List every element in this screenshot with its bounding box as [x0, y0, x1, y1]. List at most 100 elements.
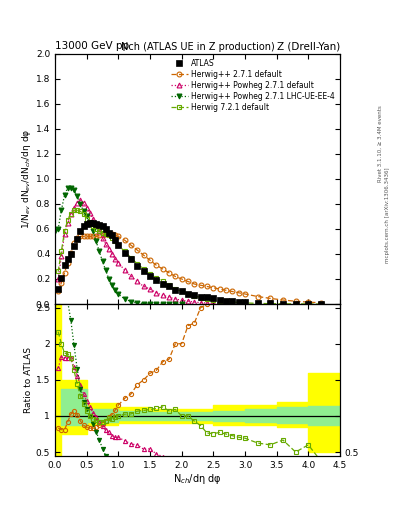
Herwig++ 2.7.1 default	[75, 234, 79, 241]
ATLAS	[306, 301, 310, 307]
ATLAS	[75, 236, 79, 242]
Herwig 7.2.1 default	[113, 239, 118, 245]
Herwig++ Powheg 2.7.1 LHC-UE-EE-4	[84, 214, 89, 220]
Herwig 7.2.1 default	[230, 299, 235, 305]
ATLAS	[94, 221, 99, 227]
ATLAS	[224, 297, 228, 304]
Text: mcplots.cern.ch [arXiv:1306.3436]: mcplots.cern.ch [arXiv:1306.3436]	[385, 167, 389, 263]
Herwig 7.2.1 default	[211, 296, 216, 303]
Herwig++ 2.7.1 default	[211, 285, 216, 291]
Herwig++ 2.7.1 default	[129, 242, 133, 248]
Herwig++ 2.7.1 default	[198, 282, 203, 288]
Herwig++ Powheg 2.7.1 default	[154, 290, 159, 296]
Herwig++ Powheg 2.7.1 default	[56, 276, 61, 282]
ATLAS	[72, 243, 76, 249]
Herwig++ 2.7.1 default	[135, 247, 140, 253]
ATLAS	[116, 242, 121, 248]
Herwig++ 2.7.1 default	[107, 231, 111, 237]
ATLAS	[167, 284, 171, 290]
Herwig++ 2.7.1 default	[242, 291, 247, 297]
Herwig++ 2.7.1 default	[154, 262, 159, 268]
Herwig++ Powheg 2.7.1 default	[185, 298, 190, 304]
Herwig++ Powheg 2.7.1 default	[116, 260, 121, 266]
Text: Rivet 3.1.10, ≥ 3.4M events: Rivet 3.1.10, ≥ 3.4M events	[378, 105, 383, 182]
Herwig++ Powheg 2.7.1 LHC-UE-EE-4	[68, 184, 73, 190]
Herwig++ Powheg 2.7.1 default	[91, 216, 95, 222]
ATLAS	[154, 277, 159, 283]
Herwig++ Powheg 2.7.1 default	[192, 299, 196, 305]
Herwig++ Powheg 2.7.1 default	[167, 294, 171, 300]
ATLAS	[122, 250, 127, 256]
ATLAS	[107, 229, 111, 236]
Herwig 7.2.1 default	[293, 301, 298, 307]
Herwig++ Powheg 2.7.1 LHC-UE-EE-4	[113, 287, 118, 293]
ATLAS	[59, 274, 64, 281]
Herwig++ Powheg 2.7.1 LHC-UE-EE-4	[154, 301, 159, 307]
Herwig++ Powheg 2.7.1 LHC-UE-EE-4	[173, 301, 178, 307]
ATLAS	[103, 226, 108, 232]
ATLAS	[100, 223, 105, 229]
Herwig++ Powheg 2.7.1 LHC-UE-EE-4	[135, 300, 140, 306]
Herwig++ 2.7.1 default	[148, 257, 152, 263]
Herwig++ Powheg 2.7.1 LHC-UE-EE-4	[129, 298, 133, 305]
Herwig++ 2.7.1 default	[81, 233, 86, 240]
Herwig 7.2.1 default	[236, 300, 241, 306]
Herwig 7.2.1 default	[306, 301, 310, 307]
Herwig++ Powheg 2.7.1 LHC-UE-EE-4	[103, 267, 108, 273]
Herwig++ Powheg 2.7.1 default	[179, 297, 184, 303]
Herwig 7.2.1 default	[179, 288, 184, 294]
Herwig++ 2.7.1 default	[167, 270, 171, 276]
Herwig 7.2.1 default	[103, 231, 108, 237]
Line: Herwig 7.2.1 default: Herwig 7.2.1 default	[56, 208, 323, 306]
ATLAS	[205, 294, 209, 300]
ATLAS	[68, 251, 73, 257]
ATLAS	[88, 220, 92, 226]
Herwig++ Powheg 2.7.1 default	[160, 292, 165, 298]
Herwig++ 2.7.1 default	[224, 287, 228, 293]
Herwig 7.2.1 default	[242, 300, 247, 306]
Herwig++ 2.7.1 default	[68, 250, 73, 256]
ATLAS	[255, 300, 260, 306]
ATLAS	[281, 301, 285, 307]
Herwig++ 2.7.1 default	[65, 260, 70, 266]
Herwig 7.2.1 default	[167, 282, 171, 288]
Herwig++ Powheg 2.7.1 default	[72, 205, 76, 211]
Herwig++ Powheg 2.7.1 default	[59, 253, 64, 260]
ATLAS	[113, 237, 118, 243]
Herwig 7.2.1 default	[129, 254, 133, 261]
Herwig++ Powheg 2.7.1 default	[107, 246, 111, 252]
Herwig++ Powheg 2.7.1 default	[224, 301, 228, 307]
Herwig 7.2.1 default	[148, 271, 152, 277]
Herwig++ Powheg 2.7.1 default	[103, 241, 108, 247]
Herwig++ Powheg 2.7.1 default	[100, 234, 105, 241]
Herwig 7.2.1 default	[75, 207, 79, 213]
Herwig 7.2.1 default	[217, 297, 222, 304]
Herwig++ Powheg 2.7.1 default	[113, 256, 118, 262]
Herwig++ 2.7.1 default	[268, 295, 273, 302]
ATLAS	[84, 221, 89, 227]
Text: Z (Drell-Yan): Z (Drell-Yan)	[277, 41, 340, 51]
Herwig++ 2.7.1 default	[113, 232, 118, 238]
Herwig++ 2.7.1 default	[306, 299, 310, 305]
Line: ATLAS: ATLAS	[55, 220, 324, 307]
Herwig 7.2.1 default	[88, 220, 92, 226]
Herwig++ 2.7.1 default	[59, 280, 64, 286]
Herwig++ Powheg 2.7.1 LHC-UE-EE-4	[141, 301, 146, 307]
ATLAS	[110, 232, 114, 238]
Herwig++ Powheg 2.7.1 LHC-UE-EE-4	[62, 192, 67, 198]
Herwig++ 2.7.1 default	[185, 279, 190, 285]
X-axis label: N$_{ch}$/dη dφ: N$_{ch}$/dη dφ	[173, 472, 222, 486]
Herwig 7.2.1 default	[100, 229, 105, 236]
ATLAS	[56, 286, 61, 292]
ATLAS	[185, 291, 190, 297]
Herwig 7.2.1 default	[319, 301, 323, 307]
Herwig++ 2.7.1 default	[116, 233, 121, 240]
Herwig 7.2.1 default	[97, 228, 102, 234]
Herwig 7.2.1 default	[173, 286, 178, 292]
Herwig++ Powheg 2.7.1 LHC-UE-EE-4	[56, 226, 61, 232]
ATLAS	[192, 292, 196, 298]
Title: Nch (ATLAS UE in Z production): Nch (ATLAS UE in Z production)	[121, 41, 274, 52]
ATLAS	[268, 301, 273, 307]
Herwig 7.2.1 default	[68, 211, 73, 217]
Herwig++ Powheg 2.7.1 LHC-UE-EE-4	[65, 184, 70, 190]
